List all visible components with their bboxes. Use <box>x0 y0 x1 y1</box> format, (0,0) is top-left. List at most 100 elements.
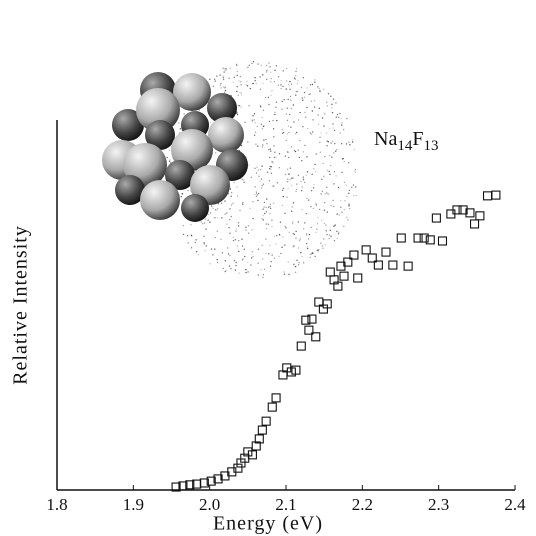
haze-dot <box>269 148 271 150</box>
haze-dot <box>291 177 293 179</box>
haze-dot <box>257 63 259 65</box>
haze-dot <box>289 178 291 181</box>
haze-dot <box>348 189 351 192</box>
haze-dot <box>301 97 303 99</box>
haze-dot <box>242 258 244 260</box>
haze-dot <box>214 248 216 250</box>
haze-dot <box>305 174 308 176</box>
haze-dot <box>209 263 211 265</box>
haze-dot <box>219 84 221 87</box>
haze-dot <box>332 127 334 129</box>
haze-dot <box>300 189 303 192</box>
haze-dot <box>235 230 237 233</box>
haze-dot <box>269 265 272 267</box>
haze-dot <box>301 160 303 162</box>
haze-dot <box>253 113 256 115</box>
marker <box>373 260 383 270</box>
marker <box>199 478 209 488</box>
haze-dot <box>265 211 268 213</box>
haze-dot <box>221 252 224 254</box>
haze-dot <box>297 264 300 266</box>
haze-dot <box>200 221 202 223</box>
haze-dot <box>319 151 322 153</box>
x-tick-label: 2.0 <box>199 495 220 514</box>
haze-dot <box>333 183 335 185</box>
haze-dot <box>330 235 332 237</box>
haze-dot <box>340 124 343 126</box>
haze-dot <box>220 238 222 241</box>
haze-dot <box>355 186 357 188</box>
haze-dot <box>236 74 238 77</box>
haze-dot <box>225 269 228 272</box>
haze-dot <box>280 87 282 90</box>
haze-dot <box>263 201 266 204</box>
haze-dot <box>298 239 301 242</box>
haze-dot <box>269 203 272 206</box>
haze-dot <box>292 232 294 235</box>
haze-dot <box>236 70 239 72</box>
haze-dot <box>243 179 245 181</box>
haze-dot <box>297 174 300 177</box>
haze-dot <box>312 207 315 210</box>
haze-dot <box>290 99 292 101</box>
haze-dot <box>187 189 189 192</box>
haze-dot <box>301 186 303 188</box>
haze-dot <box>238 105 241 107</box>
haze-dot <box>241 203 244 206</box>
marker <box>361 245 371 255</box>
haze-dot <box>305 212 308 215</box>
haze-dot <box>330 142 332 144</box>
haze-dot <box>340 117 342 120</box>
haze-dot <box>288 85 291 87</box>
haze-dot <box>261 184 263 187</box>
haze-dot <box>254 76 256 79</box>
annotation-part: F <box>412 128 423 150</box>
haze-dot <box>214 217 216 219</box>
haze-dot <box>235 63 238 65</box>
marker <box>213 474 223 484</box>
haze-dot <box>281 189 284 192</box>
haze-dot <box>276 235 278 237</box>
haze-dot <box>214 80 216 82</box>
haze-dot <box>334 142 336 145</box>
haze-dot <box>327 141 330 143</box>
haze-dot <box>228 226 230 229</box>
haze-dot <box>229 188 232 190</box>
haze-dot <box>271 161 273 163</box>
haze-dot <box>297 80 299 82</box>
haze-dot <box>212 85 215 87</box>
haze-dot <box>317 216 319 219</box>
haze-dot <box>317 249 320 251</box>
haze-dot <box>345 143 348 145</box>
haze-dot <box>282 85 284 88</box>
haze-dot <box>276 182 279 184</box>
haze-dot <box>328 154 331 157</box>
haze-dot <box>280 84 282 86</box>
haze-dot <box>285 80 288 82</box>
haze-dot <box>204 249 206 252</box>
haze-dot <box>195 239 197 241</box>
haze-dot <box>348 141 350 144</box>
haze-dot <box>247 261 249 263</box>
annotation: Na14F13 <box>374 128 438 155</box>
haze-dot <box>270 172 273 175</box>
haze-dot <box>252 115 254 117</box>
haze-dot <box>292 202 295 204</box>
haze-dot <box>238 80 240 82</box>
haze-dot <box>333 205 335 208</box>
haze-dot <box>225 86 227 88</box>
haze-dot <box>308 233 311 236</box>
haze-dot <box>221 217 223 219</box>
haze-dot <box>273 156 276 159</box>
annotation-part: Na <box>374 128 397 150</box>
haze-dot <box>235 261 237 264</box>
haze-dot <box>347 219 349 221</box>
haze-dot <box>201 223 204 225</box>
marker <box>413 233 423 243</box>
haze-dot <box>210 248 213 250</box>
haze-dot <box>207 213 210 216</box>
haze-dot <box>226 212 228 214</box>
haze-dot <box>223 91 226 94</box>
haze-dot <box>312 187 315 189</box>
haze-dot <box>289 88 291 91</box>
